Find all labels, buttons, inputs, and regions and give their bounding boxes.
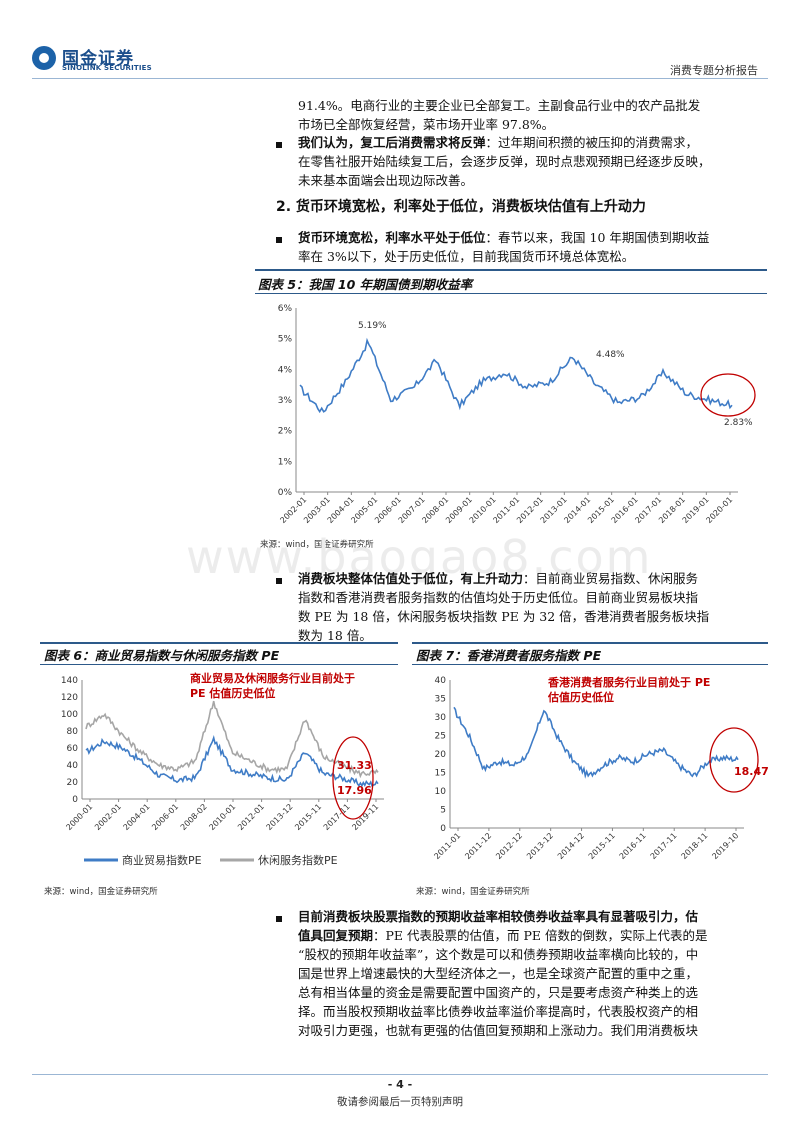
highlight-circle [709, 727, 759, 793]
figure-7-title: 图表 7：香港消费者服务指数 PE [416, 648, 602, 663]
y-tick-label: 5 [440, 806, 446, 816]
y-tick-label: 35 [435, 695, 446, 705]
figure-5-title: 图表 5：我国 10 年期国债到期收益率 [258, 277, 473, 292]
figure-5-source: 来源：wind，国金证券研究所 [260, 540, 374, 550]
y-tick-label: 0 [440, 824, 446, 834]
x-tick-label: 2008-02 [179, 802, 209, 832]
y-tick-label: 80 [67, 727, 79, 737]
figure-7-source: 来源：wind，国金证券研究所 [416, 887, 530, 897]
x-tick-label: 2013-12 [525, 831, 555, 861]
figure-6-title: 图表 6：商业贸易指数与休闲服务指数 PE [44, 648, 280, 663]
y-tick-label: 40 [435, 676, 447, 686]
figure-rule [255, 293, 767, 294]
y-tick-label: 20 [435, 750, 447, 760]
y-tick-label: 2% [278, 427, 293, 437]
watermark: www.baogao8.com [186, 530, 653, 584]
treasury-yield-chart: 0%1%2%3%4%5%6%2002-012003-012004-012005-… [278, 304, 756, 525]
figure-rule [40, 642, 398, 644]
y-tick-label: 3% [278, 396, 293, 406]
x-tick-label: 2006-01 [150, 802, 180, 832]
data-label: 17.96 [337, 784, 372, 797]
paragraph-1: 91.4%。电商行业的主要企业已全部复工。主副食品行业中的农产品批发 市场已全部… [298, 98, 701, 132]
y-tick-label: 15 [435, 769, 446, 779]
y-tick-label: 60 [67, 744, 79, 754]
series-line [85, 734, 379, 788]
footer-notice: 敬请参阅最后一页特别声明 [337, 1096, 463, 1108]
data-label: 4.48% [596, 350, 625, 360]
y-tick-label: 1% [278, 457, 293, 467]
bullet-2: 货币环境宽松，利率水平处于低位：春节以来，我国 10 年期国债到期收益 率在 3… [298, 230, 710, 264]
logo-cn: 国金证券 [62, 49, 134, 69]
y-tick-label: 0% [278, 488, 293, 498]
data-label: 18.47 [734, 765, 768, 778]
bullet-3: 消费板块整体估值处于低位，有上升动力：目前商业贸易指数、休闲服务 指数和香港消费… [298, 571, 710, 643]
data-label: 2.83% [724, 418, 753, 428]
bullet-4: 目前消费板块股票指数的预期收益率相较债券收益率具有显著吸引力，估 值具回复预期：… [298, 909, 708, 1038]
y-tick-label: 30 [435, 713, 447, 723]
series-line [453, 706, 739, 779]
y-tick-label: 20 [67, 778, 79, 788]
figure-rule [412, 664, 768, 665]
y-tick-label: 40 [67, 761, 79, 771]
y-tick-label: 10 [435, 787, 447, 797]
bullet-marker [276, 578, 282, 584]
figure-6-source: 来源：wind，国金证券研究所 [44, 887, 158, 897]
x-tick-label: 2018-11 [680, 831, 710, 861]
y-tick-label: 25 [435, 732, 446, 742]
x-tick-label: 2004-01 [122, 802, 152, 832]
x-tick-label: 2014-12 [556, 831, 586, 861]
figure-7-note: 香港消费者服务行业目前处于 PE 估值历史低位 [548, 676, 711, 704]
bullet-marker [276, 916, 282, 922]
highlight-circle [700, 373, 756, 417]
highlight-circle [332, 736, 374, 820]
x-tick-label: 2019-11 [350, 802, 380, 832]
x-tick-label: 2011-12 [463, 831, 493, 861]
bullet-marker [276, 237, 282, 243]
header-divider [32, 78, 768, 79]
page-number: - 4 - [387, 1078, 413, 1091]
y-tick-label: 120 [61, 693, 78, 703]
x-tick-label: 2017-11 [649, 831, 679, 861]
figure-6-note: 商业贸易及休闲服务行业目前处于 PE 估值历史低位 [190, 672, 355, 700]
y-tick-label: 100 [61, 710, 78, 720]
logo-en: SINOLINK SECURITIES [62, 64, 152, 72]
pe-index-chart: 0204060801001201402000-012002-012004-012… [61, 676, 384, 867]
series-line [299, 337, 733, 414]
company-logo-icon [32, 46, 56, 70]
x-tick-label: 2016-11 [618, 831, 648, 861]
x-tick-label: 2000-01 [64, 802, 94, 832]
x-tick-label: 2010-01 [207, 802, 237, 832]
x-tick-label: 2015-11 [587, 831, 617, 861]
x-tick-label: 2002-01 [93, 802, 123, 832]
report-type: 消费专题分析报告 [670, 64, 758, 77]
x-tick-label: 2020-01 [704, 495, 734, 525]
bullet-1: 我们认为，复工后消费需求将反弹：过年期间积攒的被压抑的消费需求， 在零售社服开始… [298, 135, 711, 188]
legend-label: 商业贸易指数PE [122, 853, 202, 867]
series-line [85, 700, 379, 779]
footer-divider [32, 1074, 768, 1075]
x-tick-label: 2019-10 [710, 831, 740, 861]
legend-label: 休闲服务指数PE [258, 853, 338, 867]
y-tick-label: 140 [61, 676, 78, 686]
y-tick-label: 6% [278, 304, 293, 314]
x-tick-label: 2013-12 [265, 802, 295, 832]
x-tick-label: 2012-01 [236, 802, 266, 832]
x-tick-label: 2012-12 [494, 831, 524, 861]
x-tick-label: 2015-11 [293, 802, 323, 832]
y-tick-label: 0 [72, 795, 78, 805]
y-tick-label: 4% [278, 365, 293, 375]
bullet-marker [276, 142, 282, 148]
x-tick-label: 2011-01 [432, 831, 462, 861]
data-label: 31.33 [337, 759, 372, 772]
section-heading: 2. 货币环境宽松，利率处于低位，消费板块估值有上升动力 [276, 199, 646, 215]
figure-rule [412, 642, 768, 644]
y-tick-label: 5% [278, 335, 293, 345]
data-label: 5.19% [358, 321, 387, 331]
figure-rule [40, 664, 398, 665]
figure-rule [255, 269, 767, 271]
